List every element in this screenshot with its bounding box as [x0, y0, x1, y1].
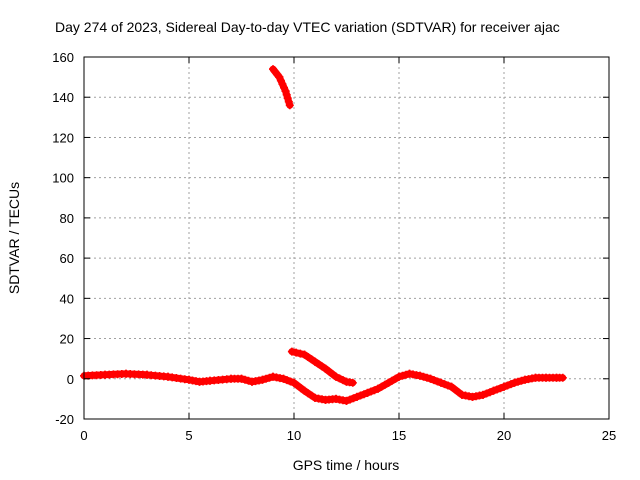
data-point	[353, 392, 361, 401]
data-point	[426, 374, 435, 383]
plot-frame	[83, 56, 610, 420]
data-point	[237, 374, 246, 383]
data-point	[265, 373, 274, 382]
ticks: 0 5 10 15 20 25 -20 0 20 40 60 80 100 120 140 160	[52, 50, 616, 443]
data-point	[292, 348, 301, 357]
grid	[84, 57, 609, 419]
data-point	[517, 376, 526, 385]
data-point	[423, 373, 431, 382]
x-tick-label: 25	[602, 428, 616, 443]
data-point	[489, 386, 498, 395]
data-point	[349, 394, 358, 403]
y-tick-label: 120	[52, 130, 74, 145]
data-point	[296, 349, 305, 358]
data-point	[363, 388, 372, 397]
x-axis-label: GPS time / hours	[293, 457, 400, 473]
data-point	[281, 87, 290, 96]
data-point	[493, 385, 501, 394]
data-point	[440, 380, 449, 389]
data-point	[287, 347, 296, 356]
data-point	[514, 377, 522, 386]
data-point	[370, 386, 379, 395]
data-point	[433, 377, 442, 386]
series-layer	[80, 65, 567, 405]
data-point	[444, 381, 452, 390]
data-point	[398, 371, 407, 380]
data-point	[346, 395, 354, 404]
data-point	[416, 371, 424, 380]
data-point	[276, 76, 285, 85]
data-point	[339, 376, 347, 385]
data-point	[419, 372, 428, 381]
data-point	[280, 83, 288, 92]
y-tick-label: 140	[52, 90, 74, 105]
data-point	[279, 374, 288, 383]
series-upper-segment	[269, 65, 294, 110]
x-tick-label: 20	[497, 428, 511, 443]
data-point	[496, 384, 505, 393]
data-point	[241, 375, 249, 384]
data-point	[500, 382, 508, 391]
data-point	[284, 97, 293, 106]
data-point	[510, 378, 519, 387]
data-point	[437, 378, 445, 387]
data-point	[395, 372, 403, 381]
x-tick-label: 0	[80, 428, 87, 443]
data-point	[282, 90, 291, 99]
data-point	[503, 381, 512, 390]
data-point	[430, 376, 438, 385]
data-point	[479, 390, 487, 399]
y-tick-label: 40	[60, 291, 74, 306]
y-tick-label: 80	[60, 211, 74, 226]
data-point	[278, 80, 287, 89]
series-main-baseline	[80, 369, 567, 405]
x-tick-label: 5	[185, 428, 192, 443]
data-point	[402, 370, 410, 379]
y-tick-label: 160	[52, 50, 74, 65]
data-point	[348, 378, 357, 387]
data-point	[360, 390, 368, 399]
x-tick-label: 10	[287, 428, 301, 443]
data-point	[332, 372, 340, 381]
data-point	[482, 389, 491, 398]
y-tick-label: 60	[60, 251, 74, 266]
data-point	[285, 101, 294, 110]
data-point	[486, 388, 494, 397]
data-point	[367, 387, 375, 396]
y-tick-label: 100	[52, 171, 74, 186]
data-point	[507, 380, 515, 389]
chart-title: Day 274 of 2023, Sidereal Day-to-day VTE…	[55, 19, 560, 35]
series-secondary-branch	[287, 347, 357, 387]
data-point	[244, 376, 253, 385]
data-point	[356, 391, 365, 400]
y-tick-label: 20	[60, 332, 74, 347]
data-point	[335, 374, 344, 383]
data-point	[283, 94, 292, 103]
data-point	[275, 73, 284, 82]
y-tick-label: -20	[55, 412, 74, 427]
y-axis-label: SDTVAR / TECUs	[6, 182, 22, 294]
data-point	[558, 373, 567, 382]
data-point	[283, 376, 291, 385]
data-point	[262, 374, 270, 383]
data-point	[258, 375, 267, 384]
data-point	[342, 396, 351, 405]
y-tick-label: 0	[67, 372, 74, 387]
data-point	[286, 377, 295, 386]
x-tick-label: 15	[392, 428, 406, 443]
